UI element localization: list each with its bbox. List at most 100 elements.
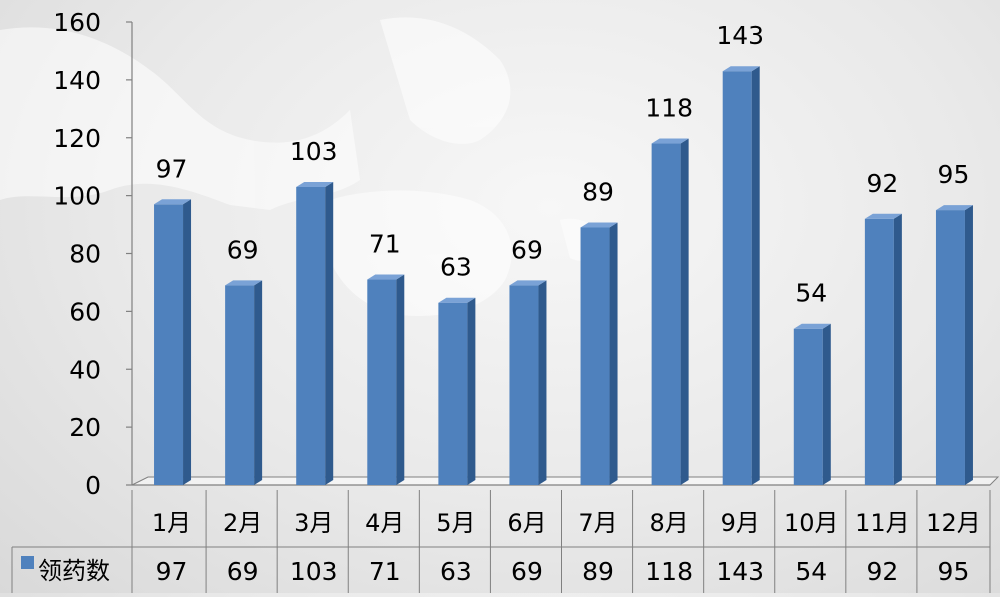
bar-side (325, 181, 334, 485)
table-value-cell: 92 (866, 557, 898, 586)
data-label: 54 (795, 279, 827, 308)
data-label: 143 (716, 21, 764, 50)
y-tick-label: 100 (53, 182, 101, 211)
bar-3月 (296, 181, 334, 485)
table-header-cell: 6月 (507, 509, 546, 537)
bar-front (438, 302, 468, 485)
bar-4月 (367, 274, 405, 485)
data-label: 71 (369, 230, 401, 259)
table-header-cell: 4月 (365, 509, 404, 537)
bar-side (680, 138, 689, 485)
bar-front (935, 210, 965, 485)
data-label: 118 (645, 94, 693, 123)
bar-side (396, 274, 405, 485)
data-label: 89 (582, 177, 614, 206)
data-label: 69 (227, 235, 259, 264)
table-value-cell: 118 (645, 557, 693, 586)
bar-front (225, 285, 255, 485)
table-header-cell: 1月 (152, 509, 191, 537)
bar-front (793, 328, 823, 485)
table-value-cell: 95 (938, 557, 970, 586)
axis-layer: 0 20 40 60 80 100 120 140 160 (53, 8, 1000, 500)
legend-swatch (21, 556, 34, 569)
bar-top (225, 280, 263, 286)
bar-top (580, 222, 618, 228)
bar-side (751, 66, 760, 485)
bar-8月 (651, 138, 689, 485)
bar-1月 (154, 199, 192, 485)
data-labels-layer: 97 69 103 71 63 69 89 118 143 54 92 95 (156, 21, 970, 308)
bar-top (367, 274, 405, 280)
bar-11月 (864, 213, 902, 485)
data-label: 103 (290, 137, 338, 166)
table-header-cell: 5月 (436, 509, 475, 537)
table-value-cell: 97 (156, 557, 188, 586)
bar-front (154, 204, 184, 485)
legend-label: 领药数 (38, 557, 110, 585)
y-tick-label: 0 (85, 471, 101, 500)
bar-side (964, 205, 973, 485)
table-value-cell: 89 (582, 557, 614, 586)
bar-6月 (509, 280, 547, 485)
bar-side (609, 222, 618, 486)
table-header-cell: 7月 (578, 509, 617, 537)
y-tick-label: 60 (69, 297, 101, 326)
table-value-cell: 69 (511, 557, 543, 586)
bar-top (722, 66, 760, 72)
bar-top (793, 323, 831, 329)
y-tick-label: 40 (69, 355, 101, 384)
data-label: 69 (511, 235, 543, 264)
bar-front (509, 285, 539, 485)
y-tick-label: 140 (53, 66, 101, 95)
bar-side (822, 323, 831, 485)
bar-5月 (438, 297, 476, 485)
bar-10月 (793, 323, 831, 485)
bar-front (651, 143, 681, 485)
table-header-cell: 9月 (721, 509, 760, 537)
table-header-cell: 2月 (223, 509, 262, 537)
table-header-cell: 8月 (649, 509, 688, 537)
data-label: 97 (156, 154, 188, 183)
bar-side (254, 280, 263, 485)
bar-front (580, 227, 610, 486)
bar-side (538, 280, 547, 485)
table-header-cell: 12月 (926, 509, 981, 537)
bar-top (651, 138, 689, 144)
table-header-cell: 11月 (855, 509, 910, 537)
table-value-cell: 103 (290, 557, 338, 586)
bar-front (864, 218, 894, 485)
bar-top (935, 205, 973, 211)
y-tick-label: 20 (69, 413, 101, 442)
data-label: 63 (440, 253, 472, 282)
bar-front (722, 71, 752, 485)
bar-top (154, 199, 192, 205)
table-value-cell: 143 (716, 557, 764, 586)
table-header-cell: 10月 (784, 509, 839, 537)
bar-9月 (722, 66, 760, 485)
bar-top (438, 297, 476, 303)
table-value-cell: 71 (369, 557, 401, 586)
bar-top (509, 280, 547, 286)
table-value-cell: 63 (440, 557, 472, 586)
bar-side (467, 297, 476, 485)
data-label: 92 (866, 169, 898, 198)
bar-front (296, 186, 326, 485)
bars-layer (154, 66, 973, 486)
table-header-cell: 3月 (294, 509, 333, 537)
bar-side (183, 199, 192, 485)
bar-top (864, 213, 902, 219)
bar-front (367, 279, 397, 485)
bar-top (296, 181, 334, 187)
y-tick-label: 160 (53, 8, 101, 37)
data-label: 95 (938, 160, 970, 189)
bar-7月 (580, 222, 618, 486)
bar-12月 (935, 205, 973, 485)
bar-side (893, 213, 902, 485)
bar-2月 (225, 280, 263, 485)
y-tick-label: 120 (53, 124, 101, 153)
table-value-cell: 54 (795, 557, 827, 586)
table-value-cell: 69 (227, 557, 259, 586)
